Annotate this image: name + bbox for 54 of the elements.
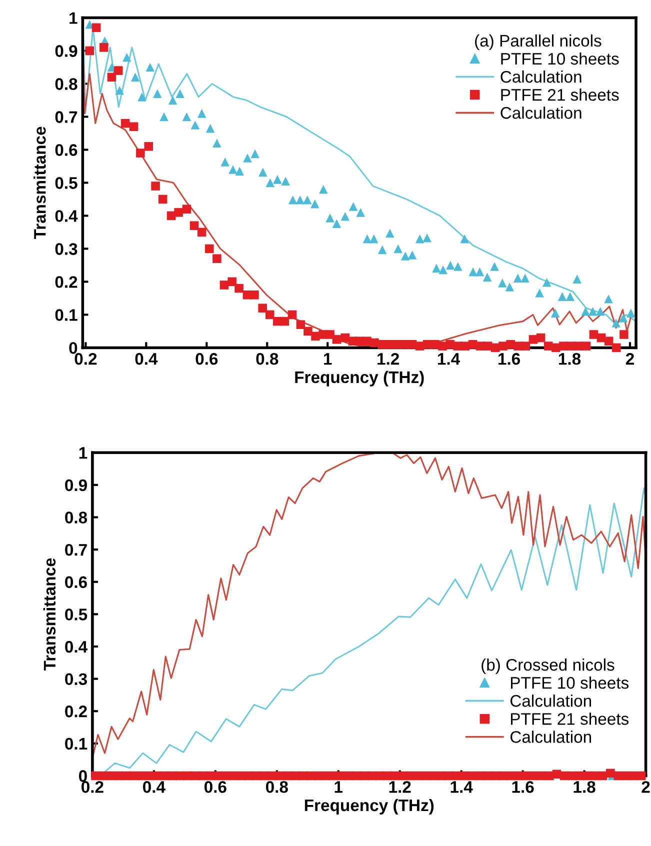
y-tick-label: 1 — [70, 12, 78, 24]
x-tick-label: 0.8 — [256, 353, 278, 365]
x-tick-label: 1.8 — [574, 781, 596, 793]
y-tick-label: 0.7 — [65, 544, 87, 556]
y-axis-title: Transmittance — [43, 558, 56, 671]
y-tick-label: 0.3 — [55, 243, 78, 255]
y-tick-label: 0.9 — [55, 45, 78, 57]
y-tick-label: 1 — [79, 447, 88, 459]
x-tick-label: 1.8 — [558, 353, 581, 365]
y-tick-label: 0.2 — [65, 706, 87, 718]
y-tick-label: 0.7 — [55, 111, 78, 123]
x-tick-label: 1 — [324, 353, 332, 365]
x-tick-label: 2 — [626, 353, 634, 365]
x-tick-label: 1.4 — [438, 353, 460, 365]
legend-label: PTFE 21 sheets — [501, 88, 619, 101]
x-tick-label: 0.8 — [266, 781, 288, 793]
y-tick-label: 0.9 — [65, 479, 87, 492]
x-tick-label: 0.4 — [143, 781, 166, 793]
legend-title: (a) Parallel nicols — [475, 34, 602, 50]
y-tick-label: 0.6 — [55, 144, 78, 156]
y-tick-label: 0.1 — [65, 738, 88, 750]
x-tick-label: 1.4 — [450, 781, 473, 793]
x-tick-label: 1 — [334, 781, 343, 793]
y-tick-label: 0.6 — [65, 576, 87, 588]
legend-label: Calculation — [500, 70, 582, 83]
legend-label: PTFE 10 sheets — [501, 52, 619, 65]
legend-label: PTFE 10 sheets — [511, 676, 629, 689]
y-tick-label: 0.2 — [55, 276, 78, 288]
legend-label: Calculation — [500, 106, 582, 119]
x-axis-title: Frequency (THz) — [295, 370, 424, 386]
y-tick-label: 0.8 — [55, 78, 78, 90]
y-tick-label: 0.8 — [65, 512, 88, 524]
x-tick-label: 1.6 — [498, 353, 520, 365]
x-tick-label: 2 — [642, 781, 650, 793]
y-tick-label: 0.5 — [65, 608, 88, 620]
y-tick-label: 0 — [69, 342, 78, 354]
x-tick-label: 1.6 — [512, 781, 534, 793]
legend-title: (b) Crossed nicols — [482, 658, 614, 674]
x-tick-label: 1.2 — [378, 353, 399, 365]
y-tick-label: 0.1 — [55, 309, 78, 321]
legend-label: PTFE 21 sheets — [511, 712, 629, 725]
x-tick-label: 1.2 — [389, 781, 411, 793]
y-tick-label: 0.5 — [55, 177, 78, 189]
x-axis-title: Frequency (THz) — [304, 798, 434, 814]
y-axis-title: Transmittance — [34, 126, 46, 240]
y-tick-label: 0.4 — [55, 210, 78, 222]
y-tick-label: 0.3 — [65, 673, 87, 686]
x-tick-label: 0.4 — [135, 353, 158, 365]
x-tick-label: 0.6 — [196, 353, 218, 365]
x-tick-label: 0.6 — [204, 781, 226, 793]
legend-label: Calculation — [510, 694, 592, 707]
y-tick-label: 0 — [78, 770, 87, 782]
legend-label: Calculation — [510, 730, 592, 743]
y-tick-label: 0.4 — [65, 640, 88, 653]
